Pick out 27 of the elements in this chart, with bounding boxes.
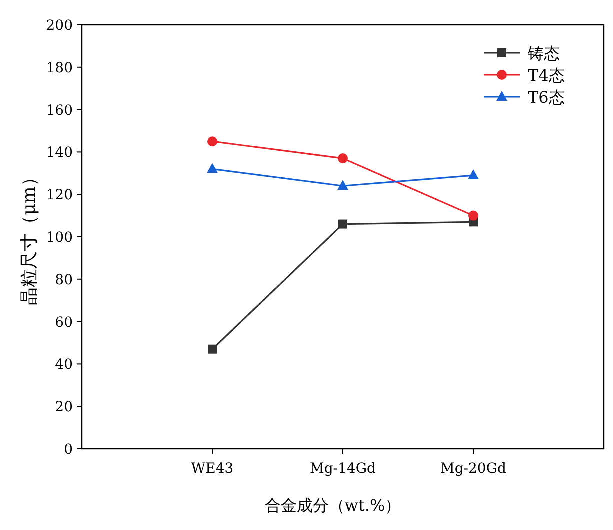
point — [468, 210, 478, 221]
legend-label: T6态 — [528, 88, 565, 107]
y-tick-label: 40 — [55, 357, 73, 374]
x-tick-label: WE43 — [191, 461, 234, 477]
x-axis-title: 合金成分（wt.%） — [264, 496, 402, 515]
y-tick-label: 20 — [55, 400, 73, 416]
x-tick-label: Mg-20Gd — [440, 461, 507, 477]
y-tick-label: 180 — [46, 60, 73, 76]
point — [338, 154, 348, 164]
y-tick-label: 200 — [46, 18, 73, 34]
y-tick-label: 80 — [55, 272, 73, 288]
y-tick-label: 160 — [46, 102, 73, 119]
y-tick-label: 120 — [46, 188, 73, 204]
point — [207, 163, 218, 174]
y-tick-label: 60 — [55, 314, 73, 331]
x-tick-label: Mg-14Gd — [310, 461, 376, 477]
y-tick-label: 0 — [64, 442, 73, 458]
legend-label: 铸态 — [527, 44, 560, 63]
y-tick-label: 140 — [46, 145, 73, 162]
y-axis-title: 晶粒尺寸（μm） — [19, 168, 40, 306]
point — [338, 180, 348, 190]
y-tick-label: 100 — [46, 230, 73, 246]
point — [468, 170, 479, 180]
point — [208, 344, 217, 354]
point — [208, 136, 218, 147]
point — [338, 220, 348, 229]
legend-label: T4态 — [528, 66, 565, 85]
